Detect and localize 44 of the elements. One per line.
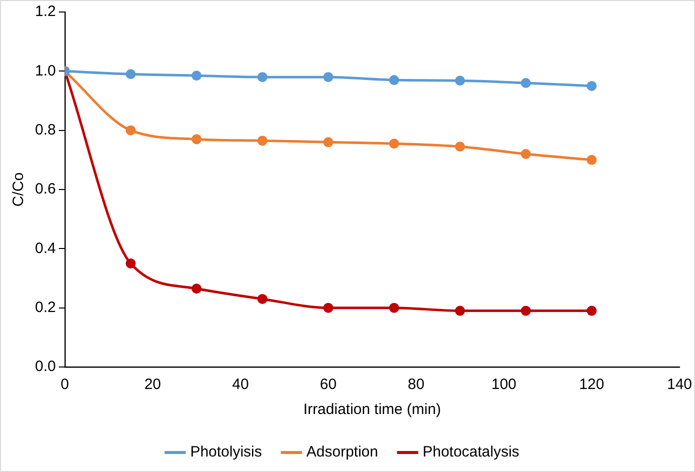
legend-label: Photolyisis bbox=[190, 444, 262, 461]
y-tick-label: 0.6 bbox=[34, 180, 56, 198]
point bbox=[454, 306, 465, 316]
x-tick-label: 100 bbox=[491, 376, 516, 394]
x-tick-label: 120 bbox=[579, 376, 604, 394]
x-tick-label: 40 bbox=[232, 376, 249, 394]
y-tick-label: 1.0 bbox=[34, 62, 56, 80]
point bbox=[257, 72, 268, 82]
point bbox=[323, 72, 334, 82]
y-axis-title: C/Co bbox=[10, 172, 28, 207]
point bbox=[520, 306, 531, 316]
y-tick-label: 0.2 bbox=[34, 298, 56, 316]
point bbox=[454, 76, 465, 86]
legend-label: Photocatalysis bbox=[422, 444, 520, 461]
x-axis-title: Irradiation time (min) bbox=[303, 401, 441, 418]
point bbox=[126, 258, 136, 268]
point bbox=[323, 302, 334, 313]
point bbox=[389, 138, 400, 149]
point bbox=[586, 154, 597, 165]
point bbox=[126, 69, 136, 80]
y-tick-label: 0.0 bbox=[34, 358, 56, 376]
x-tick-label: 20 bbox=[144, 376, 161, 394]
point bbox=[126, 125, 136, 136]
point bbox=[586, 306, 597, 316]
point bbox=[586, 80, 597, 91]
point bbox=[257, 294, 268, 304]
y-tick-label: 0.8 bbox=[34, 121, 56, 138]
x-tick-label: 0 bbox=[60, 376, 70, 394]
x-tick-label: 80 bbox=[408, 376, 424, 394]
y-tick-label: 1.2 bbox=[34, 3, 56, 20]
point bbox=[323, 137, 334, 148]
legend-label: Adsorption bbox=[306, 444, 378, 461]
point bbox=[389, 75, 400, 86]
point bbox=[192, 284, 202, 294]
x-tick-label: 60 bbox=[320, 376, 337, 394]
point bbox=[257, 136, 268, 146]
point bbox=[454, 142, 465, 152]
point bbox=[192, 70, 202, 81]
x-tick-label: 140 bbox=[666, 376, 692, 394]
point bbox=[520, 149, 531, 159]
y-tick-label: 0.4 bbox=[34, 240, 56, 257]
point bbox=[192, 134, 202, 144]
point bbox=[389, 302, 400, 313]
point bbox=[520, 78, 531, 88]
